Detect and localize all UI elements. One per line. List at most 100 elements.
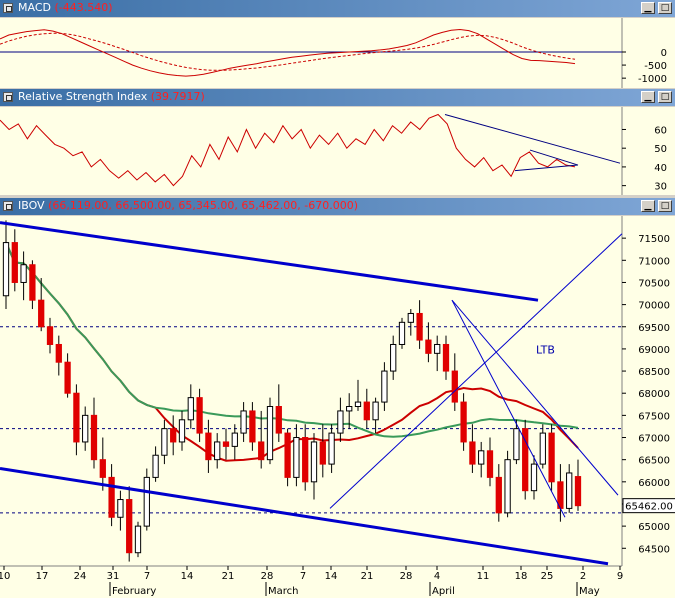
candle-body <box>478 450 485 465</box>
candle-body <box>530 463 538 492</box>
ltb-trendline-1 <box>451 299 619 496</box>
macd-panel: MACD (-443.540) ▁ □ 0 -500 -1000 <box>0 0 675 88</box>
macd-series-0 <box>0 28 576 77</box>
price-panel: IBOV (66,119.00, 66,500.00, 65,345.00, 6… <box>0 198 675 598</box>
x-tick-label: 21 <box>361 571 374 582</box>
last-price-box <box>622 498 675 514</box>
x-tick-label: 2 <box>580 571 586 582</box>
candle-body <box>346 406 353 412</box>
candle-body <box>434 343 441 354</box>
y-tick-label: 69500 <box>638 323 670 334</box>
y-tick-label: 64500 <box>638 544 670 555</box>
candle-body <box>2 242 10 297</box>
maximize-button[interactable]: □ <box>658 200 672 212</box>
plot-background <box>0 18 622 88</box>
window-icon[interactable] <box>3 201 13 211</box>
macd-chart: 0 -500 -1000 <box>0 18 675 88</box>
candle-body <box>266 406 274 461</box>
candle-body <box>64 361 71 394</box>
y-tick-label: 70000 <box>638 301 670 312</box>
axis-background <box>622 107 675 195</box>
month-label: March <box>268 586 298 597</box>
rsi-trendline-lower <box>514 164 579 172</box>
y-tick-label: -500 <box>644 61 667 72</box>
candle-body <box>152 454 159 478</box>
candle-body <box>99 459 106 478</box>
candle-body <box>82 414 89 443</box>
month-label: May <box>579 586 600 597</box>
month-label: February <box>112 586 156 597</box>
rsi-series <box>0 113 576 187</box>
moving-average-long <box>5 242 579 438</box>
price-chart: LTB 71500 71000 70500 70000 69500 69000 68500 68… <box>0 216 675 598</box>
x-tick-label: 7 <box>300 571 306 582</box>
candle-body <box>319 441 326 465</box>
candle-body <box>381 370 388 403</box>
candle-body <box>196 397 203 434</box>
rsi-value: (39.7917) <box>150 90 205 103</box>
candle-body <box>416 312 423 341</box>
candle-body <box>29 264 36 301</box>
minimize-button[interactable]: ▁ <box>641 91 655 103</box>
candle-body <box>90 414 98 461</box>
x-tick-label: 4 <box>434 571 440 582</box>
rsi-title: Relative Strength Index (39.7917) <box>18 90 205 103</box>
y-tick-label: 30 <box>654 182 667 193</box>
candle-body <box>293 437 300 478</box>
ltb-trendline-2 <box>451 299 566 518</box>
y-tick-label: 68500 <box>638 367 670 378</box>
support-trendline <box>329 233 623 509</box>
y-tick-label: 65000 <box>638 522 670 533</box>
x-tick-label: 11 <box>477 571 490 582</box>
axis-background <box>622 18 675 88</box>
window-icon[interactable] <box>3 3 13 13</box>
x-tick-label: 7 <box>144 571 150 582</box>
candle-body <box>178 419 186 443</box>
candle-body <box>108 476 115 518</box>
macd-title: MACD (-443.540) <box>18 1 113 14</box>
price-value: (66,119.00, 66,500.00, 65,345.00, 65,462… <box>48 199 359 212</box>
x-tick-label: 25 <box>541 571 554 582</box>
candle-body <box>469 441 476 465</box>
x-tick-label: 31 <box>107 571 120 582</box>
candle-body <box>170 428 177 443</box>
y-tick-label: -1000 <box>638 74 667 85</box>
candle-body <box>302 437 309 483</box>
y-tick-label: 69000 <box>638 345 670 356</box>
candle-body <box>354 401 362 408</box>
x-tick-label: 28 <box>261 571 274 582</box>
maximize-button[interactable]: □ <box>658 2 672 14</box>
plot-background <box>0 107 622 195</box>
price-titlebar[interactable]: IBOV (66,119.00, 66,500.00, 65,345.00, 6… <box>0 198 675 215</box>
candle-body <box>566 472 573 509</box>
candle-body <box>161 428 168 456</box>
candle-body <box>231 432 238 447</box>
candle-body <box>548 432 555 483</box>
candle-body <box>425 339 432 354</box>
candle-body <box>258 441 265 461</box>
y-tick-label: 67000 <box>638 434 670 445</box>
candle-body <box>513 428 520 461</box>
maximize-button[interactable]: □ <box>658 91 672 103</box>
candle-body <box>187 397 194 421</box>
macd-titlebar[interactable]: MACD (-443.540) ▁ □ <box>0 0 675 17</box>
x-tick-label: 14 <box>181 571 194 582</box>
minimize-button[interactable]: ▁ <box>641 2 655 14</box>
minimize-button[interactable]: ▁ <box>641 200 655 212</box>
candle-body <box>117 499 124 518</box>
candle-body <box>390 343 397 372</box>
macd-label: MACD <box>18 1 51 14</box>
window-icon[interactable] <box>3 92 13 102</box>
candle-body <box>451 370 458 403</box>
x-tick-label: 28 <box>400 571 413 582</box>
y-tick-label: 71000 <box>638 256 670 267</box>
x-tick-label: 17 <box>36 571 49 582</box>
candle-body <box>363 401 370 421</box>
rsi-titlebar[interactable]: Relative Strength Index (39.7917) ▁ □ <box>0 89 675 106</box>
channel-lower-line <box>0 467 609 566</box>
candle-body <box>495 476 502 514</box>
candle-body <box>11 242 18 283</box>
candle-body <box>522 428 529 492</box>
price-label: IBOV <box>18 199 45 212</box>
rsi-label: Relative Strength Index <box>18 90 148 103</box>
